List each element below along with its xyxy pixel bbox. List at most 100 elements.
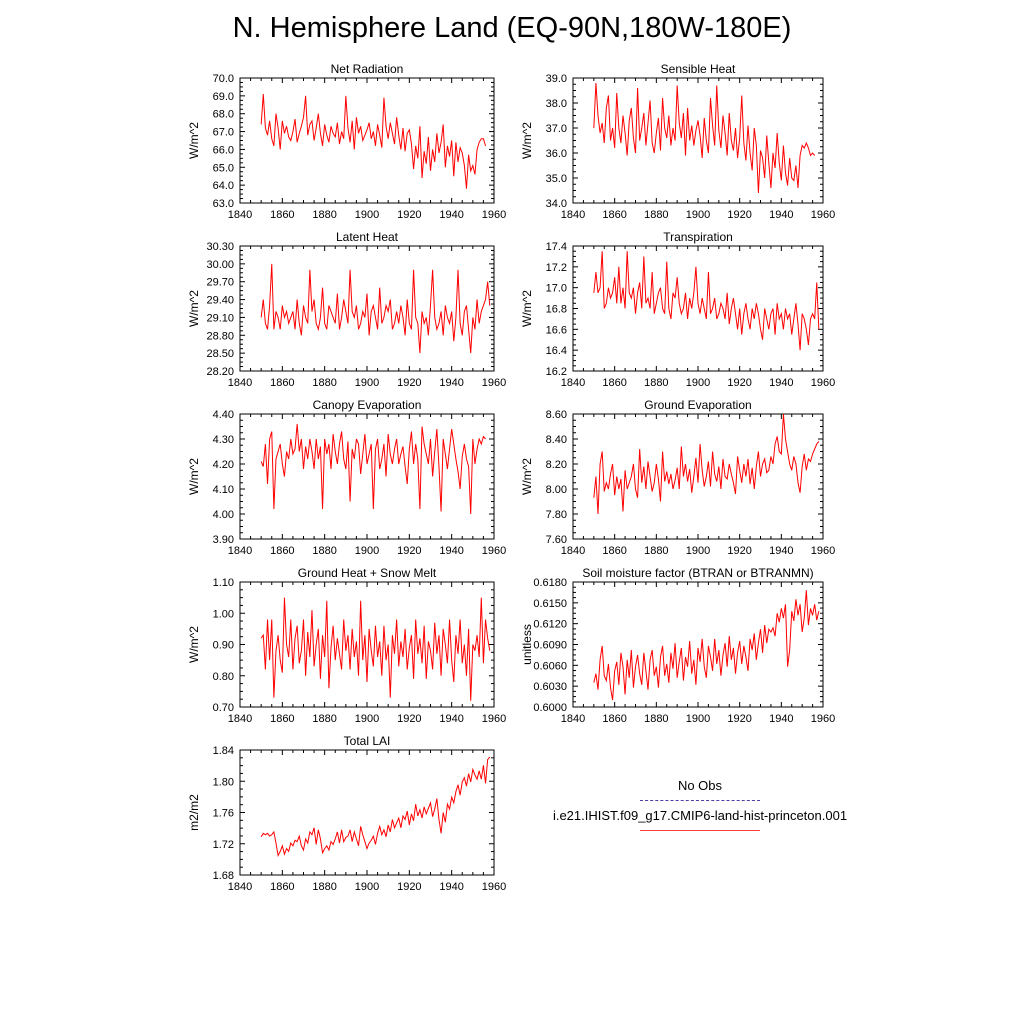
x-tick-label: 1860	[602, 545, 626, 557]
panel-title: Net Radiation	[331, 62, 404, 76]
y-axis-label: W/m^2	[187, 290, 201, 327]
y-tick-label: 4.10	[213, 484, 234, 496]
y-tick-label: 3.90	[213, 534, 234, 546]
y-tick-label: 0.80	[213, 671, 234, 683]
y-tick-label: 0.6030	[533, 681, 567, 693]
x-tick-label: 1960	[482, 545, 506, 557]
y-tick-label: 0.6180	[533, 577, 567, 589]
series-line	[593, 251, 820, 351]
panel-title: Canopy Evaporation	[313, 398, 422, 412]
y-tick-label: 30.00	[206, 259, 234, 271]
panel-title: Sensible Heat	[661, 62, 736, 76]
y-tick-label: 35.0	[546, 173, 567, 185]
x-tick-label: 1960	[811, 209, 835, 221]
x-tick-label: 1860	[602, 713, 626, 725]
series-line	[260, 263, 491, 354]
x-tick-label: 1860	[270, 881, 294, 893]
y-tick-label: 4.00	[213, 509, 234, 521]
x-tick-label: 1880	[312, 881, 336, 893]
x-tick-label: 1880	[312, 377, 336, 389]
panel-title: Ground Evaporation	[644, 398, 751, 412]
y-tick-label: 0.90	[213, 640, 234, 652]
x-tick-label: 1900	[686, 545, 710, 557]
y-tick-label: 16.4	[546, 345, 567, 357]
y-tick-label: 39.0	[546, 73, 567, 85]
y-tick-label: 16.8	[546, 304, 567, 316]
x-tick-label: 1840	[228, 881, 252, 893]
x-tick-label: 1920	[397, 881, 421, 893]
y-tick-label: 8.60	[546, 409, 567, 421]
x-tick-label: 1940	[769, 545, 793, 557]
panel-4: 1840 1860 1880 1900 1920 1940 1960 16.2 16.4 16.6…	[520, 230, 835, 389]
y-tick-label: 1.76	[213, 808, 234, 820]
plot-frame	[239, 413, 495, 540]
plot-frame	[239, 77, 495, 204]
x-tick-label: 1960	[811, 713, 835, 725]
x-tick-label: 1880	[312, 209, 336, 221]
y-tick-label: 1.10	[213, 577, 234, 589]
y-tick-label: 17.4	[546, 241, 567, 253]
x-tick-label: 1840	[561, 713, 585, 725]
y-tick-label: 66.0	[213, 144, 234, 156]
y-tick-label: 0.6120	[533, 619, 567, 631]
y-tick-label: 1.00	[213, 608, 234, 620]
x-tick-label: 1900	[686, 377, 710, 389]
x-tick-label: 1840	[561, 377, 585, 389]
panel-title: Latent Heat	[336, 230, 399, 244]
y-tick-label: 69.0	[213, 91, 234, 103]
y-tick-label: 30.30	[206, 241, 234, 253]
y-axis-label: unitless	[520, 624, 534, 665]
y-tick-label: 70.0	[213, 73, 234, 85]
y-tick-label: 28.20	[206, 366, 234, 378]
x-tick-label: 1920	[397, 545, 421, 557]
y-tick-label: 37.0	[546, 123, 567, 135]
y-tick-label: 7.80	[546, 509, 567, 521]
y-tick-label: 68.0	[213, 109, 234, 121]
panel-title: Total LAI	[344, 734, 391, 748]
panel-8: 1840 1860 1880 1900 1920 1940 1960 0.6000 0.6030…	[520, 566, 835, 725]
y-tick-label: 8.00	[546, 484, 567, 496]
x-tick-label: 1860	[602, 377, 626, 389]
legend-obs-label: No Obs	[677, 778, 723, 793]
x-tick-label: 1940	[439, 377, 463, 389]
x-tick-label: 1880	[644, 209, 668, 221]
legend-obs-line	[640, 800, 760, 801]
x-tick-label: 1940	[769, 209, 793, 221]
y-tick-label: 17.0	[546, 283, 567, 295]
series-line	[260, 597, 491, 701]
y-tick-label: 1.68	[213, 870, 234, 882]
x-tick-label: 1840	[561, 209, 585, 221]
y-tick-label: 0.6060	[533, 660, 567, 672]
x-tick-label: 1940	[439, 713, 463, 725]
x-tick-label: 1940	[439, 209, 463, 221]
legend-case-label: i.e21.IHIST.f09_g17.CMIP6-land-hist-prin…	[552, 808, 848, 823]
x-tick-label: 1920	[397, 209, 421, 221]
y-tick-label: 8.20	[546, 459, 567, 471]
y-tick-label: 36.0	[546, 148, 567, 160]
x-tick-label: 1920	[727, 545, 751, 557]
x-tick-label: 1900	[355, 545, 379, 557]
x-tick-label: 1920	[397, 377, 421, 389]
x-tick-label: 1920	[727, 377, 751, 389]
x-tick-label: 1840	[228, 545, 252, 557]
figure-title: N. Hemisphere Land (EQ-90N,180W-180E)	[232, 12, 792, 44]
x-tick-label: 1900	[355, 713, 379, 725]
y-tick-label: 38.0	[546, 98, 567, 110]
x-tick-label: 1940	[439, 881, 463, 893]
y-tick-label: 0.6000	[533, 702, 567, 714]
x-tick-label: 1860	[270, 209, 294, 221]
x-tick-label: 1880	[644, 713, 668, 725]
x-tick-label: 1900	[355, 377, 379, 389]
y-tick-label: 64.0	[213, 180, 234, 192]
y-tick-label: 34.0	[546, 198, 567, 210]
y-axis-label: m2/m2	[187, 794, 201, 831]
x-tick-label: 1840	[228, 377, 252, 389]
x-tick-label: 1920	[727, 713, 751, 725]
x-tick-label: 1960	[811, 545, 835, 557]
y-tick-label: 29.70	[206, 277, 234, 289]
legend-case-line	[640, 830, 760, 831]
x-tick-label: 1940	[769, 377, 793, 389]
x-tick-label: 1840	[228, 713, 252, 725]
y-tick-label: 4.30	[213, 434, 234, 446]
